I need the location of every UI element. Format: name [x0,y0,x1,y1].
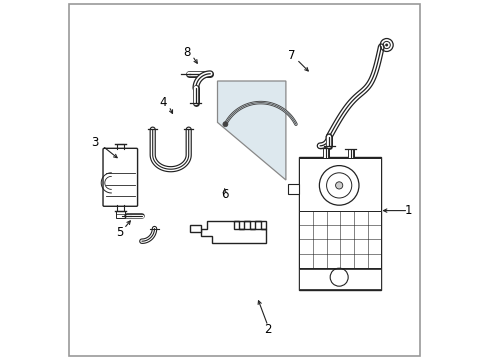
Text: 1: 1 [404,204,411,217]
Polygon shape [190,225,201,232]
Circle shape [335,182,342,189]
Text: 3: 3 [91,136,99,149]
Bar [299,211,380,268]
Text: 5: 5 [116,226,124,239]
Text: 4: 4 [160,96,167,109]
Bar [299,158,380,211]
Polygon shape [217,81,285,180]
FancyBboxPatch shape [298,157,381,290]
Text: 6: 6 [221,188,228,201]
Text: 7: 7 [287,49,294,62]
Bar [115,211,125,218]
FancyBboxPatch shape [103,148,137,206]
Text: 2: 2 [264,323,271,336]
Text: 8: 8 [183,46,190,59]
Circle shape [385,44,387,46]
Circle shape [223,122,227,127]
Bar [299,269,380,289]
Polygon shape [287,184,298,194]
Polygon shape [201,221,265,243]
